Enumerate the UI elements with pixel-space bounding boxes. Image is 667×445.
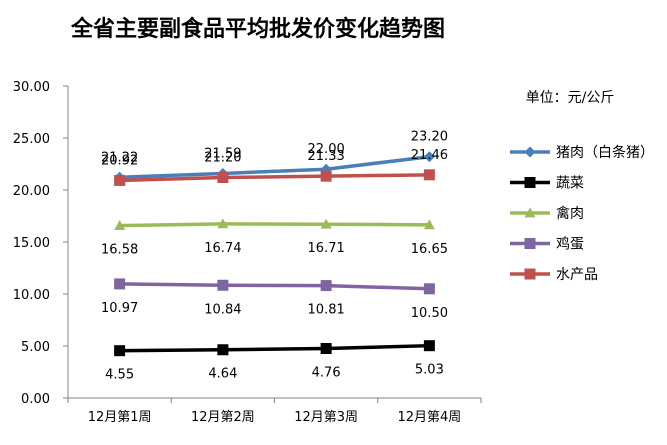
- marker-square: [423, 169, 435, 181]
- data-label: 4.55: [105, 368, 134, 383]
- marker-diamond: [524, 146, 536, 158]
- series-group: [114, 151, 435, 357]
- marker-square: [114, 345, 126, 357]
- marker-square: [524, 238, 536, 249]
- series-2: [114, 218, 435, 230]
- data-label: 4.64: [208, 367, 237, 382]
- y-tick-label: 25.00: [13, 132, 50, 147]
- x-axis: 12月第1周 12月第2周 12月第3周 12月第4周: [67, 398, 482, 425]
- series-line: [119, 222, 430, 228]
- marker-triangle: [320, 218, 332, 229]
- data-label: 21.46: [411, 148, 448, 163]
- series-line: [119, 173, 430, 183]
- data-label: 21.33: [308, 149, 345, 164]
- marker-triangle: [217, 218, 229, 229]
- series-4: [114, 169, 435, 186]
- data-label: 23.20: [411, 130, 448, 145]
- unit-label: 单位：元/公斤: [526, 90, 615, 106]
- marker-square: [114, 174, 126, 186]
- marker-triangle: [114, 220, 126, 230]
- x-tick-label: 12月第4周: [397, 410, 461, 425]
- legend-label: 禽肉: [556, 205, 584, 222]
- legend-item: 猪肉（白条猪）: [510, 144, 654, 161]
- marker-square: [114, 278, 126, 290]
- data-label: 16.74: [204, 241, 241, 256]
- chart-title: 全省主要副食品平均批发价变化趋势图: [70, 16, 445, 42]
- data-label: 16.58: [101, 243, 138, 258]
- legend-label: 猪肉（白条猪）: [556, 144, 654, 161]
- series-line: [119, 282, 430, 291]
- marker-triangle: [423, 219, 435, 230]
- x-tick-label: 12月第3周: [294, 410, 358, 425]
- marker-square: [217, 172, 229, 184]
- y-tick-label: 30.00: [13, 80, 50, 95]
- data-label: 10.97: [101, 301, 138, 316]
- series-3: [114, 278, 435, 295]
- data-labels: 21.22 21.59 22.00 23.20 4.55 4.64 4.76 5.03 16.5…: [101, 130, 448, 383]
- data-label: 10.50: [411, 306, 448, 321]
- marker-square: [423, 340, 435, 352]
- data-label: 21.59: [204, 146, 241, 161]
- legend-label: 蔬菜: [556, 176, 584, 192]
- legend-label: 水产品: [556, 267, 598, 283]
- data-label: 5.03: [415, 363, 444, 378]
- data-label: 21.20: [204, 151, 241, 166]
- data-label: 20.92: [101, 153, 138, 168]
- y-tick-label: 20.00: [13, 184, 50, 199]
- legend-item: 蔬菜: [510, 176, 584, 192]
- marker-square: [524, 177, 536, 188]
- legend-item: 鸡蛋: [510, 236, 584, 253]
- data-label: 4.76: [312, 365, 341, 380]
- marker-triangle: [524, 207, 536, 218]
- marker-square: [217, 279, 229, 291]
- data-label: 16.71: [308, 241, 345, 256]
- marker-square: [423, 283, 435, 295]
- data-label: 22.00: [308, 142, 345, 157]
- marker-square: [524, 268, 536, 280]
- marker-square: [320, 280, 332, 292]
- marker-square: [217, 344, 229, 356]
- x-tick-label: 12月第1周: [88, 410, 152, 425]
- series-line: [119, 343, 430, 353]
- series-line: [119, 154, 430, 180]
- legend-item: 禽肉: [510, 205, 584, 222]
- data-label: 10.81: [308, 303, 345, 318]
- data-label: 16.65: [411, 242, 448, 257]
- y-tick-label: 10.00: [13, 288, 50, 303]
- series-1: [114, 340, 435, 357]
- y-axis: 0.00 5.00 10.00 15.00 20.00 25.00 30.00: [13, 80, 68, 407]
- data-label: 21.22: [101, 150, 138, 165]
- data-label: 10.84: [204, 302, 241, 317]
- legend-item: 水产品: [510, 267, 598, 283]
- y-tick-label: 5.00: [21, 340, 50, 355]
- y-tick-label: 0.00: [21, 392, 50, 407]
- legend-label: 鸡蛋: [556, 236, 584, 253]
- marker-diamond: [423, 151, 435, 163]
- y-tick-label: 15.00: [13, 236, 50, 251]
- x-tick-label: 12月第2周: [191, 410, 255, 425]
- marker-square: [320, 342, 332, 354]
- marker-square: [320, 170, 332, 182]
